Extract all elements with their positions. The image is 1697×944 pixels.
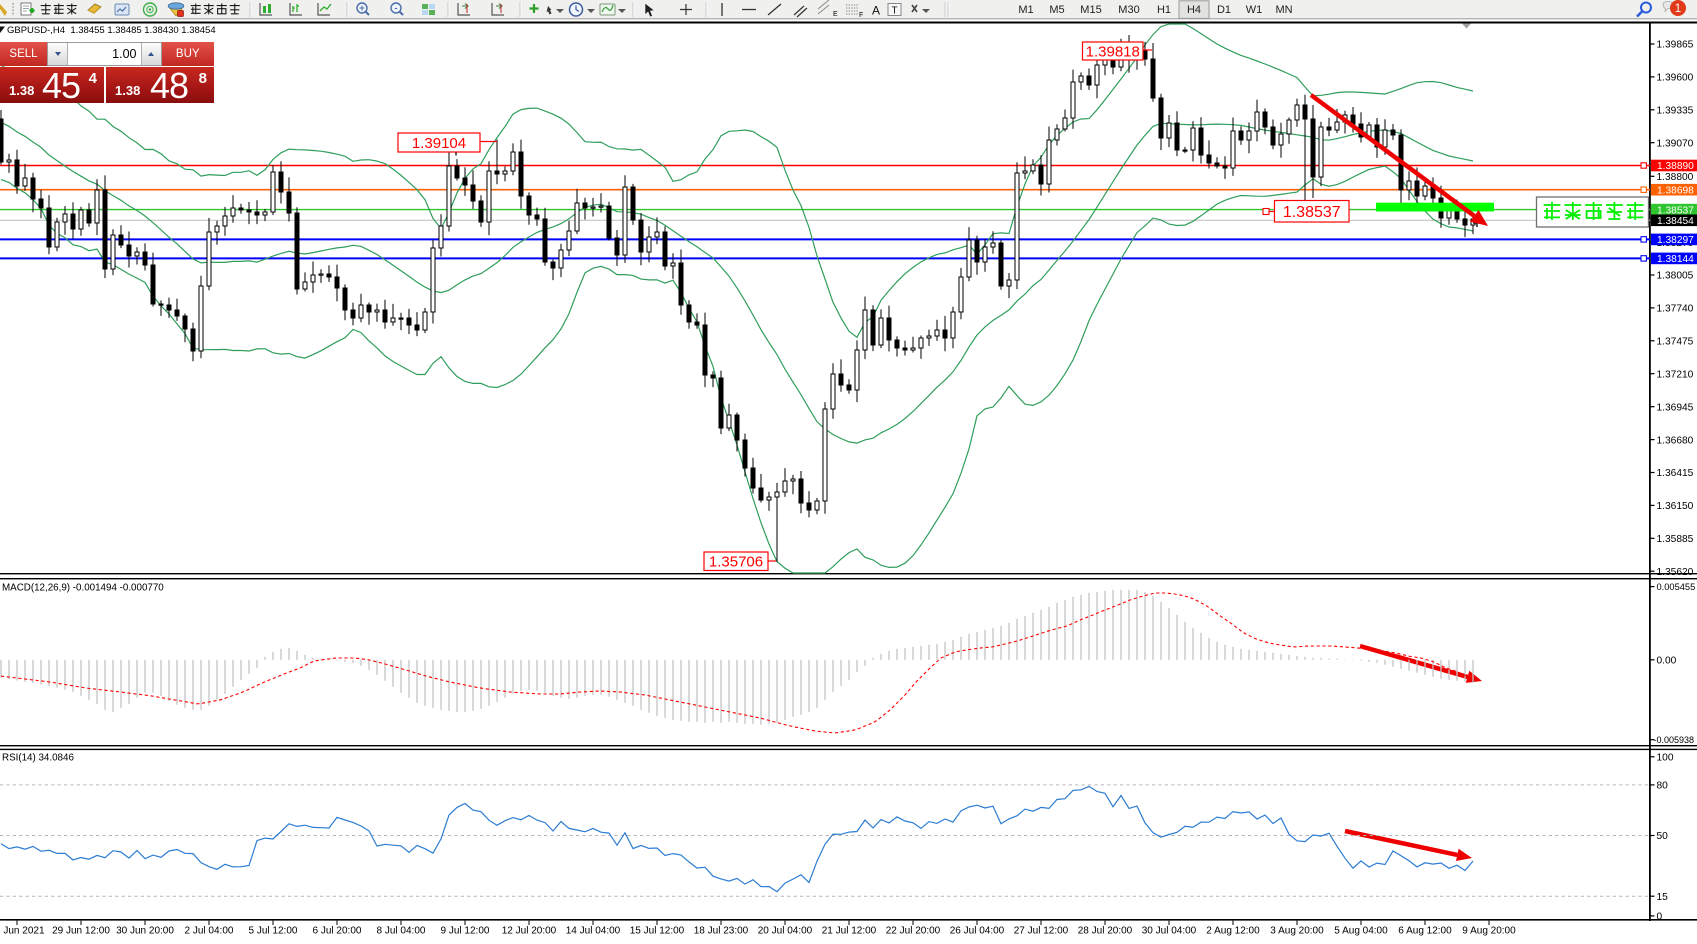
svg-text:+: + bbox=[359, 3, 364, 13]
svg-text:50: 50 bbox=[1657, 831, 1669, 842]
svg-text:100: 100 bbox=[1657, 752, 1674, 763]
svg-text:MACD(12,26,9) -0.001494 -0.000: MACD(12,26,9) -0.001494 -0.000770 bbox=[2, 583, 164, 594]
svg-text:1.38698: 1.38698 bbox=[1657, 185, 1694, 196]
svg-text:14 Jul 04:00: 14 Jul 04:00 bbox=[566, 926, 621, 937]
svg-text:-0.005938: -0.005938 bbox=[1654, 735, 1695, 745]
svg-text:80: 80 bbox=[1657, 781, 1669, 792]
svg-text:20 Jul 04:00: 20 Jul 04:00 bbox=[758, 926, 813, 937]
svg-text:GBPUSD-,H4 1.38455 1.38485 1.: GBPUSD-,H4 1.38455 1.38485 1.38430 1.384… bbox=[7, 25, 216, 36]
svg-text:M5: M5 bbox=[1049, 4, 1064, 16]
svg-text:8 Jul 04:00: 8 Jul 04:00 bbox=[377, 926, 426, 937]
svg-text:9 Aug 20:00: 9 Aug 20:00 bbox=[1462, 926, 1516, 937]
svg-text:1.36680: 1.36680 bbox=[1657, 435, 1694, 446]
svg-text:1.38005: 1.38005 bbox=[1657, 271, 1694, 282]
svg-text:1.36945: 1.36945 bbox=[1657, 402, 1694, 413]
svg-text:28 Jul 20:00: 28 Jul 20:00 bbox=[1078, 926, 1133, 937]
svg-text:2 Aug 12:00: 2 Aug 12:00 bbox=[1206, 926, 1260, 937]
svg-text:E: E bbox=[833, 11, 838, 18]
svg-text:22 Jul 20:00: 22 Jul 20:00 bbox=[886, 926, 941, 937]
svg-text:MN: MN bbox=[1275, 4, 1292, 16]
svg-text:18 Jul 23:00: 18 Jul 23:00 bbox=[694, 926, 749, 937]
svg-text:1.37740: 1.37740 bbox=[1657, 304, 1694, 315]
svg-text:W1: W1 bbox=[1246, 4, 1263, 16]
svg-text:30 Jun 20:00: 30 Jun 20:00 bbox=[116, 926, 174, 937]
svg-text:29 Jun 12:00: 29 Jun 12:00 bbox=[52, 926, 110, 937]
svg-text:1.36415: 1.36415 bbox=[1657, 468, 1694, 479]
svg-text:26 Jul 04:00: 26 Jul 04:00 bbox=[950, 926, 1005, 937]
svg-text:H1: H1 bbox=[1157, 4, 1171, 16]
svg-text:T: T bbox=[891, 6, 897, 17]
svg-text:1.38537: 1.38537 bbox=[1283, 204, 1341, 221]
svg-text:A: A bbox=[872, 4, 880, 18]
svg-text:0.00: 0.00 bbox=[1657, 655, 1677, 666]
svg-text:1.35620: 1.35620 bbox=[1657, 567, 1694, 578]
svg-text:1.38890: 1.38890 bbox=[1657, 161, 1694, 172]
svg-text:1.37475: 1.37475 bbox=[1657, 336, 1694, 347]
svg-text:1.38800: 1.38800 bbox=[1657, 172, 1694, 183]
svg-text:6 Aug 12:00: 6 Aug 12:00 bbox=[1398, 926, 1452, 937]
svg-text:1.36150: 1.36150 bbox=[1657, 501, 1694, 512]
svg-text:15 Jul 12:00: 15 Jul 12:00 bbox=[630, 926, 685, 937]
svg-text:1.35885: 1.35885 bbox=[1657, 534, 1694, 545]
svg-text:D1: D1 bbox=[1217, 4, 1231, 16]
svg-text:1.39818: 1.39818 bbox=[1086, 43, 1140, 60]
svg-text:F: F bbox=[859, 12, 863, 19]
svg-text:28 Jun 2021: 28 Jun 2021 bbox=[0, 926, 45, 937]
svg-text:1.39865: 1.39865 bbox=[1657, 40, 1694, 51]
svg-text:12 Jul 20:00: 12 Jul 20:00 bbox=[502, 926, 557, 937]
svg-text:M30: M30 bbox=[1118, 4, 1139, 16]
svg-text:30 Jul 04:00: 30 Jul 04:00 bbox=[1142, 926, 1197, 937]
svg-text:1.38537: 1.38537 bbox=[1657, 205, 1694, 216]
svg-text:1.38454: 1.38454 bbox=[1657, 216, 1694, 227]
svg-text:2 Jul 04:00: 2 Jul 04:00 bbox=[185, 926, 234, 937]
svg-text:6 Jul 20:00: 6 Jul 20:00 bbox=[313, 926, 362, 937]
svg-text:1.39600: 1.39600 bbox=[1657, 73, 1694, 84]
svg-text:21 Jul 12:00: 21 Jul 12:00 bbox=[822, 926, 877, 937]
svg-text:-: - bbox=[395, 3, 398, 13]
svg-text:1.37210: 1.37210 bbox=[1657, 369, 1694, 380]
svg-text:27 Jul 12:00: 27 Jul 12:00 bbox=[1014, 926, 1069, 937]
svg-text:1.39070: 1.39070 bbox=[1657, 138, 1694, 149]
svg-text:H4: H4 bbox=[1187, 4, 1201, 16]
svg-text:1.38297: 1.38297 bbox=[1657, 235, 1694, 246]
svg-text:M1: M1 bbox=[1018, 4, 1033, 16]
svg-text:9 Jul 12:00: 9 Jul 12:00 bbox=[441, 926, 490, 937]
svg-text:0.005455: 0.005455 bbox=[1657, 582, 1696, 592]
svg-text:5 Jul 12:00: 5 Jul 12:00 bbox=[249, 926, 298, 937]
svg-text:15: 15 bbox=[1657, 892, 1669, 903]
svg-text:M15: M15 bbox=[1080, 4, 1101, 16]
svg-text:1.35706: 1.35706 bbox=[709, 554, 763, 571]
svg-text:1.38144: 1.38144 bbox=[1657, 254, 1694, 265]
svg-text:1.39335: 1.39335 bbox=[1657, 105, 1694, 116]
svg-text:0: 0 bbox=[1657, 912, 1663, 923]
svg-text:3 Aug 20:00: 3 Aug 20:00 bbox=[1270, 926, 1324, 937]
svg-text:RSI(14) 34.0846: RSI(14) 34.0846 bbox=[2, 753, 74, 764]
svg-text:5 Aug 04:00: 5 Aug 04:00 bbox=[1334, 926, 1388, 937]
svg-text:1: 1 bbox=[1675, 3, 1681, 15]
svg-text:1.39104: 1.39104 bbox=[412, 135, 466, 152]
